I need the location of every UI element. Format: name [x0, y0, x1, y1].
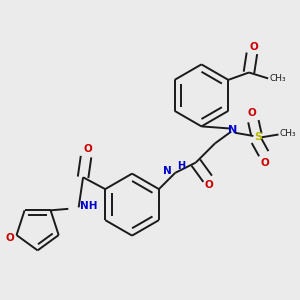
Text: N: N — [164, 167, 172, 176]
Text: O: O — [205, 180, 214, 190]
Text: N: N — [228, 125, 237, 135]
Text: CH₃: CH₃ — [270, 74, 286, 83]
Text: H: H — [178, 160, 186, 170]
Text: O: O — [261, 158, 270, 167]
Text: O: O — [83, 144, 92, 154]
Text: O: O — [6, 233, 14, 243]
Text: O: O — [248, 108, 256, 118]
Text: O: O — [249, 42, 258, 52]
Text: CH₃: CH₃ — [280, 129, 297, 138]
Text: NH: NH — [80, 201, 98, 211]
Text: S: S — [254, 133, 262, 142]
